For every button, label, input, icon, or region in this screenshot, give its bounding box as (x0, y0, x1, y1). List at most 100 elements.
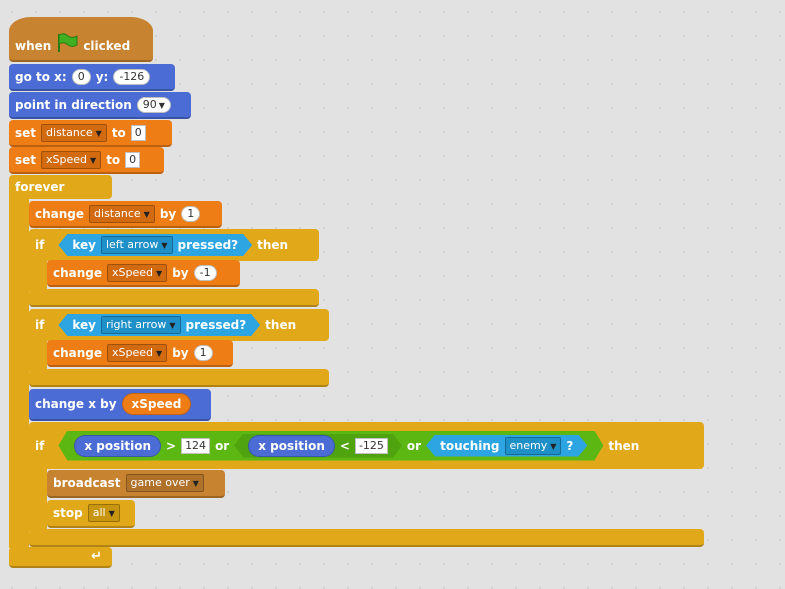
dropdown-arrow-icon: ▼ (143, 209, 150, 219)
if-right-arrow-block[interactable]: if key right arrow ▼ pressed? then (29, 309, 329, 341)
value-input[interactable]: 0 (130, 124, 146, 141)
variable-dropdown[interactable]: xSpeed ▼ (107, 343, 168, 362)
dropdown-arrow-icon: ▼ (156, 348, 163, 358)
by-label: by (159, 206, 177, 221)
forever-label: forever (15, 180, 65, 194)
key-dropdown[interactable]: left arrow ▼ (101, 236, 173, 254)
y-label: y: (95, 69, 109, 84)
pressed-label: pressed? (177, 238, 239, 252)
x-position-reporter[interactable]: x position (74, 435, 161, 457)
direction-input[interactable]: 90 ▼ (136, 96, 171, 113)
x-position-reporter[interactable]: x position (248, 435, 335, 457)
key-pressed-condition[interactable]: key right arrow ▼ pressed? (58, 314, 260, 336)
go-to-x-label: go to x: (15, 69, 67, 84)
key-value: right arrow (105, 318, 167, 331)
touching-condition[interactable]: touching enemy ▼ ? (426, 435, 587, 457)
stop-label: stop (53, 506, 83, 520)
direction-value: 90 (142, 97, 157, 111)
touching-label: touching (440, 438, 500, 453)
forever-arm (9, 196, 29, 548)
if-right-arm (29, 339, 47, 371)
set-distance-block[interactable]: set distance ▼ to 0 (9, 120, 172, 147)
broadcast-block[interactable]: broadcast game over ▼ (47, 470, 225, 498)
greater-than-label: > (166, 438, 177, 453)
dropdown-arrow-icon: ▼ (169, 321, 176, 330)
to-label: to (106, 152, 121, 167)
then-label: then (265, 318, 297, 332)
stop-block[interactable]: stop all ▼ (47, 500, 135, 528)
change-x-label: change x by (35, 397, 117, 411)
to-label: to (111, 125, 126, 140)
dropdown-arrow-icon: ▼ (108, 509, 115, 518)
or-operator[interactable]: x position > 124 or x position < -125 or… (58, 431, 603, 461)
or-label: or (215, 438, 230, 453)
value-input[interactable]: -1 (193, 264, 217, 281)
xspeed-reporter[interactable]: xSpeed (121, 393, 192, 415)
message-value: game over (130, 476, 190, 489)
sprite-dropdown[interactable]: enemy ▼ (505, 437, 562, 455)
value-input[interactable]: 1 (193, 344, 213, 361)
when-flag-clicked-block[interactable]: when clicked (9, 17, 153, 62)
broadcast-label: broadcast (53, 476, 121, 490)
variable-dropdown[interactable]: xSpeed ▼ (41, 150, 102, 169)
value-input[interactable]: 1 (181, 205, 201, 222)
variable-name: distance (94, 206, 141, 220)
variable-dropdown[interactable]: distance ▼ (41, 123, 107, 142)
if-game-over-footer (29, 529, 704, 547)
point-in-direction-block[interactable]: point in direction 90 ▼ (9, 92, 191, 119)
if-label: if (35, 438, 45, 453)
loop-arrow-icon: ↵ (91, 549, 102, 564)
forever-block[interactable]: forever (9, 175, 112, 199)
variable-name: distance (46, 125, 93, 139)
if-left-arm (29, 259, 47, 291)
if-left-arrow-block[interactable]: if key left arrow ▼ pressed? then (29, 229, 319, 261)
change-label: change (53, 265, 103, 280)
key-dropdown[interactable]: right arrow ▼ (101, 316, 181, 334)
variable-dropdown[interactable]: distance ▼ (89, 204, 155, 223)
if-game-over-block[interactable]: if x position > 124 or x position < -125… (29, 422, 704, 469)
stop-value: all (92, 506, 106, 519)
dropdown-arrow-icon: ▼ (161, 241, 168, 250)
variable-dropdown[interactable]: xSpeed ▼ (107, 263, 168, 282)
when-label: when (15, 39, 52, 53)
if-game-over-arm (29, 467, 47, 531)
value-input[interactable]: -125 (355, 438, 388, 454)
dropdown-arrow-icon: ▼ (156, 268, 163, 278)
less-than-label: < (339, 438, 350, 453)
sprite-value: enemy (509, 438, 548, 452)
variable-name: xSpeed (46, 152, 88, 166)
value-input[interactable]: 0 (125, 151, 141, 168)
key-label: key (72, 238, 96, 252)
if-left-footer (29, 289, 319, 307)
dropdown-arrow-icon: ▼ (158, 100, 165, 110)
change-x-by-block[interactable]: change x by xSpeed (29, 389, 211, 421)
stop-dropdown[interactable]: all ▼ (87, 504, 120, 522)
question-label: ? (566, 438, 574, 453)
change-xspeed-left-block[interactable]: change xSpeed ▼ by -1 (47, 260, 240, 287)
set-label: set (15, 152, 37, 167)
pressed-label: pressed? (185, 318, 247, 332)
set-xspeed-block[interactable]: set xSpeed ▼ to 0 (9, 147, 164, 174)
key-pressed-condition[interactable]: key left arrow ▼ pressed? (58, 234, 252, 256)
by-label: by (172, 265, 189, 280)
y-input[interactable]: -126 (113, 68, 151, 85)
less-than-operator[interactable]: x position < -125 (234, 434, 402, 458)
x-input[interactable]: 0 (71, 68, 91, 85)
by-label: by (172, 345, 189, 360)
key-value: left arrow (105, 238, 159, 251)
dropdown-arrow-icon: ▼ (550, 441, 557, 451)
if-right-footer (29, 369, 329, 387)
then-label: then (608, 438, 640, 453)
change-xspeed-right-block[interactable]: change xSpeed ▼ by 1 (47, 340, 233, 367)
dropdown-arrow-icon: ▼ (192, 479, 199, 488)
change-label: change (53, 345, 103, 360)
message-dropdown[interactable]: game over ▼ (125, 474, 204, 492)
variable-name: xSpeed (112, 265, 154, 279)
change-distance-block[interactable]: change distance ▼ by 1 (29, 201, 222, 228)
dropdown-arrow-icon: ▼ (90, 155, 97, 165)
then-label: then (257, 238, 289, 252)
clicked-label: clicked (83, 39, 131, 53)
point-label: point in direction (15, 97, 132, 112)
go-to-xy-block[interactable]: go to x: 0 y: -126 (9, 64, 175, 91)
value-input[interactable]: 124 (181, 438, 210, 454)
